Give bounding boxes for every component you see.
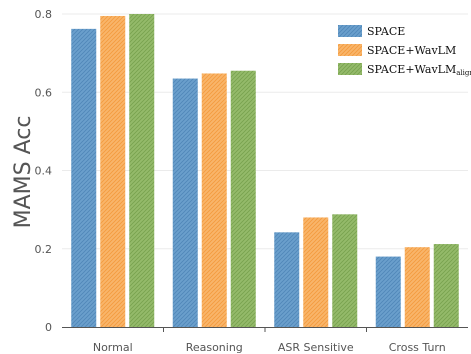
y-tick-label: 0.2 (35, 243, 53, 256)
legend-swatch (338, 63, 362, 75)
axes: 0 0.2 0.4 0.6 0.8 Normal Reasoning ASR Sensitiv… (35, 8, 468, 354)
bar (332, 214, 358, 327)
bar (274, 232, 300, 327)
bar (201, 73, 227, 327)
x-tick-label: Cross Turn (389, 341, 446, 354)
legend-swatch (338, 44, 362, 56)
bar (172, 78, 198, 328)
bar (375, 256, 401, 327)
x-tick-label: Reasoning (186, 341, 243, 354)
bar (100, 15, 126, 328)
legend-label: SPACE (367, 25, 405, 38)
legend: SPACE SPACE+WavLM SPACE+WavLMalign (338, 25, 471, 77)
bar (433, 244, 459, 327)
x-tick-label: ASR Sensitive (278, 341, 354, 354)
bar (129, 14, 155, 327)
legend-label: SPACE+WavLM (367, 44, 456, 57)
bar (404, 247, 430, 327)
y-tick-label: 0.8 (35, 8, 53, 21)
bar (230, 70, 256, 327)
bar (303, 217, 329, 327)
bar (71, 28, 97, 328)
bars (71, 14, 459, 328)
legend-swatch (338, 25, 362, 37)
y-tick-label: 0.6 (35, 86, 53, 99)
x-tick-label: Normal (93, 341, 133, 354)
y-tick-label: 0.4 (35, 165, 53, 178)
legend-label: SPACE+WavLMalign (367, 63, 471, 77)
y-axis-title: MAMS Acc (11, 116, 36, 229)
y-tick-label: 0 (45, 321, 52, 334)
